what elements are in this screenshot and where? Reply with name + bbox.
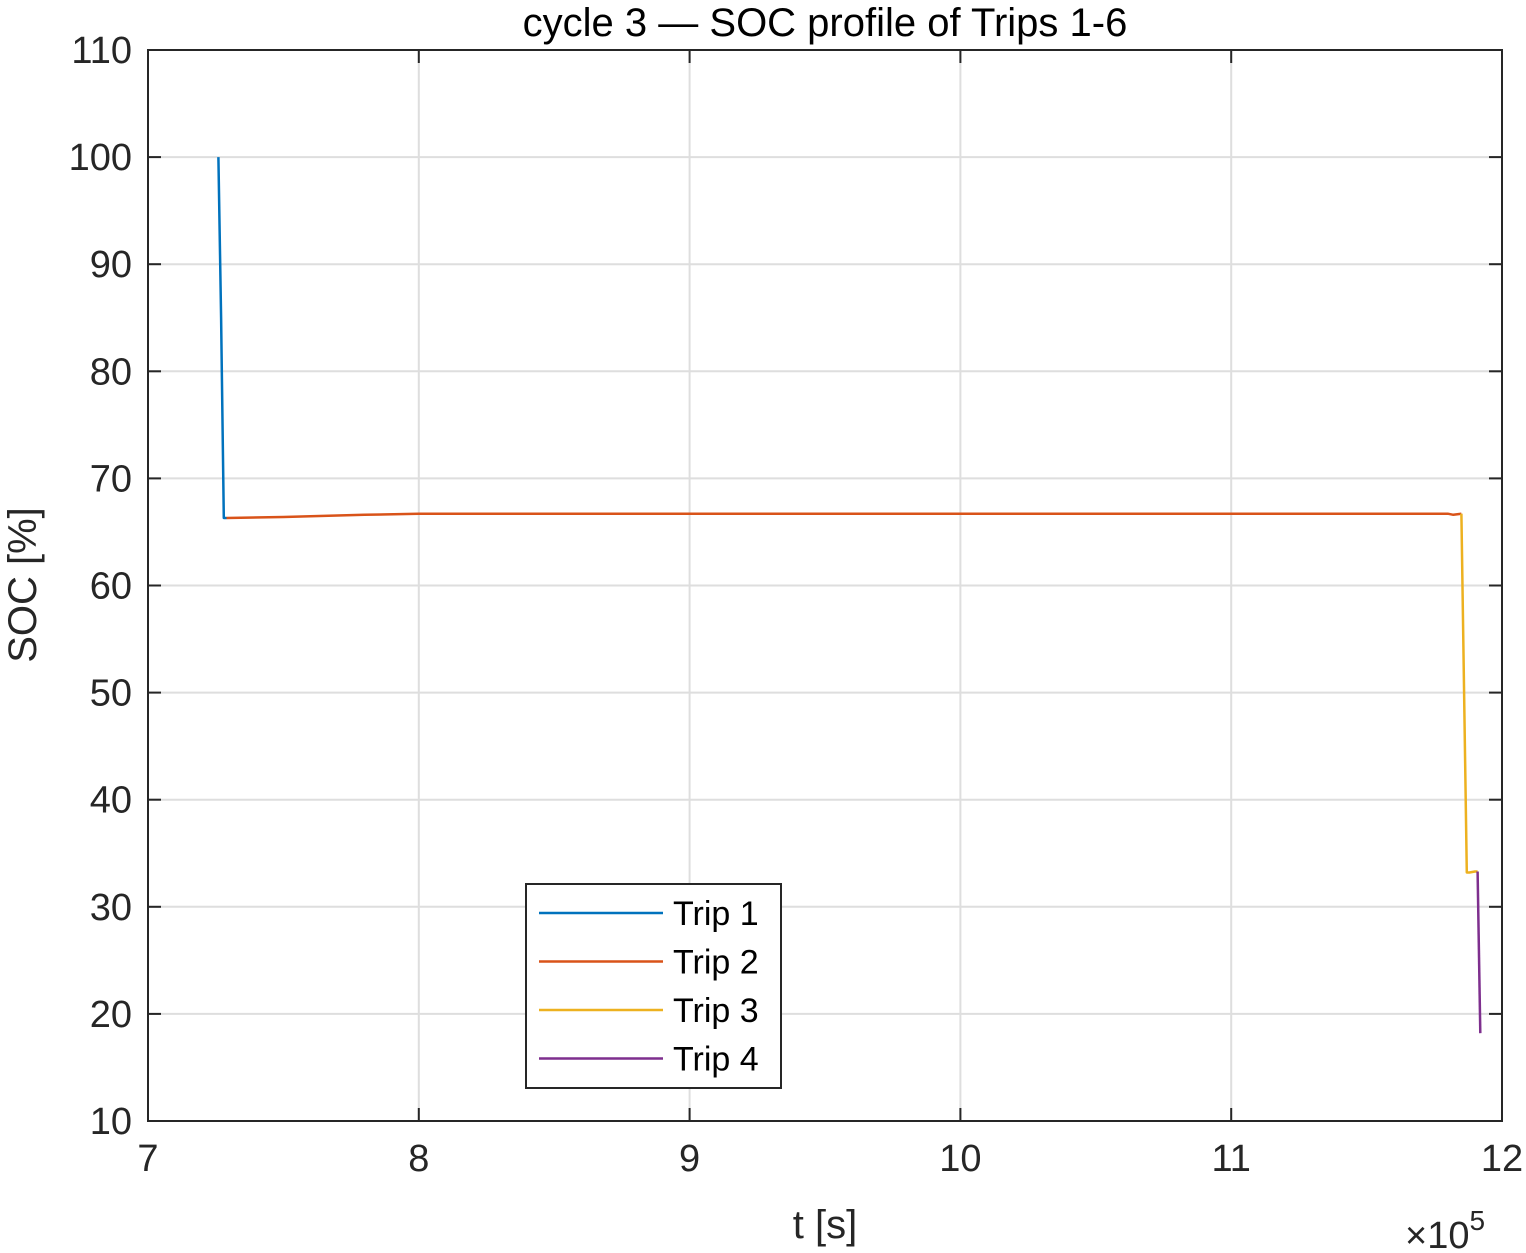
y-tick-label: 20 (90, 994, 132, 1036)
x-axis-ticks: 7 8 9 10 11 12 (137, 50, 1523, 1180)
y-tick-label: 80 (90, 351, 132, 393)
legend: Trip 1 Trip 2 Trip 3 Trip 4 (525, 883, 782, 1089)
series-line-trip-3 (1460, 513, 1478, 874)
y-tick-label: 40 (90, 780, 132, 822)
x-tick-label: 11 (1211, 1138, 1250, 1180)
y-axis-title: SOC [%] (1, 507, 45, 663)
y-tick-label: 110 (71, 30, 132, 72)
x-tick-label: 10 (939, 1138, 981, 1180)
y-axis-ticks: 10 20 30 40 50 60 70 80 90 100 110 (69, 30, 1502, 1143)
y-tick-label: 60 (90, 566, 132, 608)
x-tick-label: 8 (408, 1138, 429, 1180)
y-tick-label: 90 (90, 244, 132, 286)
legend-label-trip-2: Trip 2 (673, 944, 759, 982)
y-tick-label: 10 (90, 1101, 132, 1143)
series-line-trip-1 (217, 157, 227, 520)
x-tick-label: 9 (679, 1138, 700, 1180)
x-axis-exponent: ×105 (1405, 1205, 1485, 1253)
x-tick-label: 12 (1481, 1138, 1523, 1180)
legend-label-trip-3: Trip 3 (673, 992, 759, 1030)
legend-label-trip-4: Trip 4 (673, 1041, 759, 1079)
series-lines (217, 157, 1482, 1034)
legend-box (525, 883, 782, 1089)
series-line-trip-2 (226, 512, 1462, 520)
x-tick-label: 7 (137, 1138, 158, 1180)
y-tick-label: 70 (90, 458, 132, 500)
y-tick-label: 50 (90, 673, 132, 715)
y-tick-label: 100 (69, 137, 132, 179)
series-line-trip-4 (1476, 871, 1482, 1034)
legend-label-trip-1: Trip 1 (673, 895, 759, 933)
y-tick-label: 30 (90, 887, 132, 929)
chart-title: cycle 3 — SOC profile of Trips 1-6 (523, 1, 1128, 45)
x-axis-exponent-power: 5 (1469, 1205, 1485, 1236)
x-axis-title: t [s] (793, 1203, 857, 1247)
